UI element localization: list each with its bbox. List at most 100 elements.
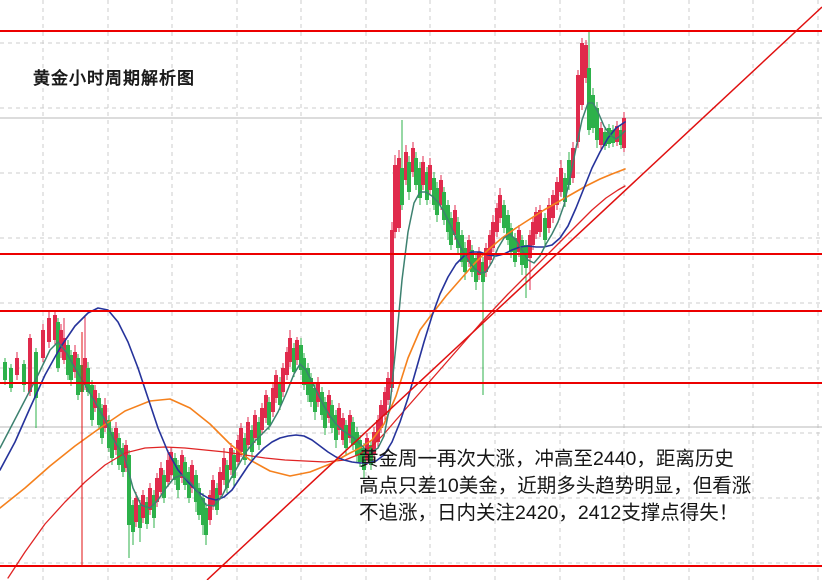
candle-body bbox=[432, 178, 436, 205]
candle-body bbox=[453, 210, 457, 235]
candle-body bbox=[302, 358, 306, 385]
candle-body bbox=[299, 345, 303, 370]
candle-body bbox=[567, 160, 571, 185]
candle-body bbox=[222, 458, 226, 480]
candle-body bbox=[295, 340, 299, 360]
candle-body bbox=[538, 210, 542, 232]
candle-body bbox=[344, 425, 348, 448]
candle-body bbox=[3, 362, 7, 380]
candle-body bbox=[162, 475, 166, 498]
candle-body bbox=[442, 192, 446, 220]
candle-body bbox=[134, 498, 138, 522]
trendline bbox=[206, 6, 822, 580]
candle-body bbox=[243, 438, 247, 460]
candle-body bbox=[584, 45, 588, 78]
candle-body bbox=[169, 452, 173, 475]
candle-body bbox=[180, 455, 184, 478]
candle-body bbox=[107, 420, 111, 448]
candle-body bbox=[491, 222, 495, 248]
candle-body bbox=[166, 460, 170, 482]
candle-body bbox=[114, 428, 118, 450]
candle-body bbox=[414, 158, 418, 185]
ma-mid-navy bbox=[0, 121, 626, 501]
candle-body bbox=[59, 330, 63, 352]
candle-body bbox=[53, 315, 57, 340]
candle-body bbox=[211, 480, 215, 505]
candle-body bbox=[155, 478, 159, 502]
candle-body bbox=[76, 358, 80, 395]
candle-body bbox=[615, 126, 619, 142]
ma-slow-orange bbox=[0, 168, 626, 509]
candle-body bbox=[327, 395, 331, 418]
candle-body bbox=[351, 422, 355, 445]
candle-body bbox=[131, 505, 135, 532]
candle-body bbox=[495, 208, 499, 232]
candle-body bbox=[506, 215, 510, 240]
candle-body bbox=[225, 465, 229, 488]
candle-body bbox=[239, 428, 243, 452]
candle-body bbox=[97, 398, 101, 425]
candle-body bbox=[355, 432, 359, 456]
chart-title: 黄金小时周期解析图 bbox=[33, 69, 195, 88]
candle-body bbox=[449, 218, 453, 245]
candle-body bbox=[580, 43, 584, 105]
candle-body bbox=[397, 158, 401, 228]
candle-body bbox=[141, 495, 145, 518]
candle-body bbox=[421, 162, 425, 185]
commentary-line-2: 高点只差10美金，近期多头趋势明显，但看涨 bbox=[359, 475, 752, 497]
candle-body bbox=[250, 430, 254, 452]
candle-body bbox=[66, 345, 70, 375]
candle-body bbox=[281, 368, 285, 392]
candle-body bbox=[517, 230, 521, 252]
candle-body bbox=[173, 458, 177, 480]
candle-body bbox=[369, 445, 373, 465]
candle-body bbox=[197, 488, 201, 515]
candle-body bbox=[411, 148, 415, 172]
candle-body bbox=[390, 230, 394, 388]
candle-body bbox=[502, 205, 506, 228]
candle-body bbox=[148, 488, 152, 510]
candle-body bbox=[246, 422, 250, 445]
candle-body bbox=[253, 415, 257, 438]
candle-body bbox=[9, 368, 13, 388]
candle-body bbox=[477, 252, 481, 275]
candle-body bbox=[509, 228, 513, 252]
candle-body bbox=[619, 130, 623, 145]
candle-body bbox=[47, 318, 51, 342]
candle-body bbox=[208, 495, 212, 520]
candle-body bbox=[83, 358, 87, 385]
candle-body bbox=[138, 505, 142, 528]
candle-body bbox=[316, 382, 320, 402]
candle-body bbox=[278, 382, 282, 405]
candle-body bbox=[587, 68, 591, 130]
candle-body bbox=[93, 390, 97, 408]
candle-body bbox=[121, 448, 125, 472]
candle-body bbox=[543, 218, 547, 240]
candle-body bbox=[271, 388, 275, 412]
candle-body bbox=[110, 432, 114, 458]
ma-slowest-red bbox=[7, 185, 626, 579]
candle-body bbox=[69, 355, 73, 380]
candle-body bbox=[425, 172, 429, 200]
candle-body bbox=[103, 405, 107, 428]
candle-body bbox=[383, 392, 387, 415]
candle-body bbox=[484, 248, 488, 272]
candle-body bbox=[201, 498, 205, 525]
candle-body bbox=[15, 358, 19, 375]
candle-body bbox=[229, 448, 233, 470]
candle-body bbox=[260, 408, 264, 430]
candle-body bbox=[379, 405, 383, 428]
candle-body bbox=[513, 238, 517, 262]
candle-body bbox=[470, 250, 474, 272]
candle-body bbox=[145, 502, 149, 524]
candle-body bbox=[534, 212, 538, 234]
candle-body bbox=[559, 168, 563, 192]
candle-body bbox=[576, 75, 580, 142]
candle-body bbox=[467, 240, 471, 262]
candle-body bbox=[264, 395, 268, 418]
candle-body bbox=[117, 438, 121, 465]
candle-body bbox=[28, 338, 32, 392]
candle-body bbox=[386, 378, 390, 400]
candle-body bbox=[313, 388, 317, 412]
